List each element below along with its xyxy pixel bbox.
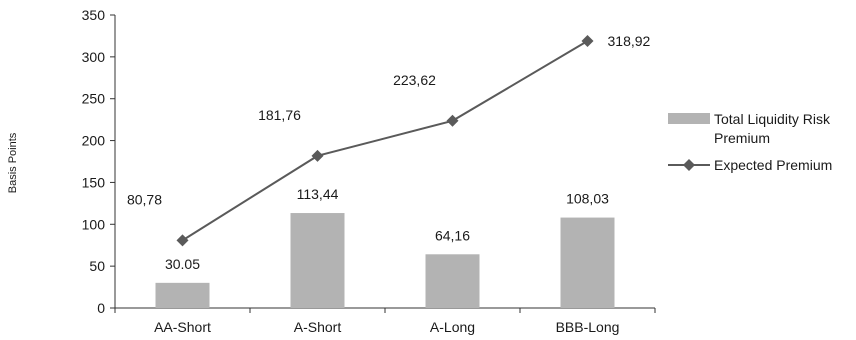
line-data-label: 223,62 (393, 72, 436, 88)
line-data-label: 318,92 (608, 33, 651, 49)
y-tick-label: 250 (82, 91, 106, 107)
bar (290, 213, 345, 308)
line-series (176, 35, 594, 247)
bar (425, 254, 480, 308)
data-labels: 30.05 113,44 64,16 108,03 80,78 181,76 223,62 3… (127, 33, 651, 272)
legend: Total Liquidity Risk Premium Expected Prem… (668, 111, 832, 173)
y-tick-label: 100 (82, 216, 106, 232)
y-tick-label: 0 (97, 300, 105, 316)
axes: 0 50 100 150 200 250 300 350 AA-Short A-Short A-Lo… (82, 7, 656, 335)
y-tick-label: 200 (82, 133, 106, 149)
diamond-marker (311, 149, 324, 162)
diamond-marker (446, 114, 459, 127)
line-data-label: 80,78 (127, 191, 162, 207)
y-tick-label: 300 (82, 49, 106, 65)
y-tick-label: 150 (82, 174, 106, 190)
x-tick-label: A-Short (294, 319, 342, 335)
series-line (181, 40, 589, 242)
y-tick-label: 350 (82, 7, 106, 23)
bar-data-label: 108,03 (566, 191, 609, 207)
legend-label-bar-line2: Premium (714, 130, 770, 146)
y-axis-title: Basis Points (7, 132, 19, 193)
bar-data-label: 30.05 (165, 256, 200, 272)
legend-label-line: Expected Premium (714, 157, 832, 173)
line-data-label: 181,76 (258, 107, 301, 123)
legend-diamond-marker (683, 159, 695, 171)
bar (155, 282, 210, 308)
diamond-marker (176, 234, 189, 247)
legend-swatch-bar (668, 113, 710, 124)
bar-data-label: 64,16 (435, 227, 470, 243)
legend-label-bar-line1: Total Liquidity Risk (714, 111, 831, 127)
y-tick-label: 50 (89, 258, 105, 274)
bar-series (155, 213, 615, 308)
x-tick-label: AA-Short (154, 319, 211, 335)
x-tick-label: BBB-Long (556, 319, 620, 335)
diamond-marker (581, 35, 594, 48)
bar (560, 217, 615, 308)
x-tick-label: A-Long (430, 319, 475, 335)
bar-data-label: 113,44 (297, 186, 339, 202)
